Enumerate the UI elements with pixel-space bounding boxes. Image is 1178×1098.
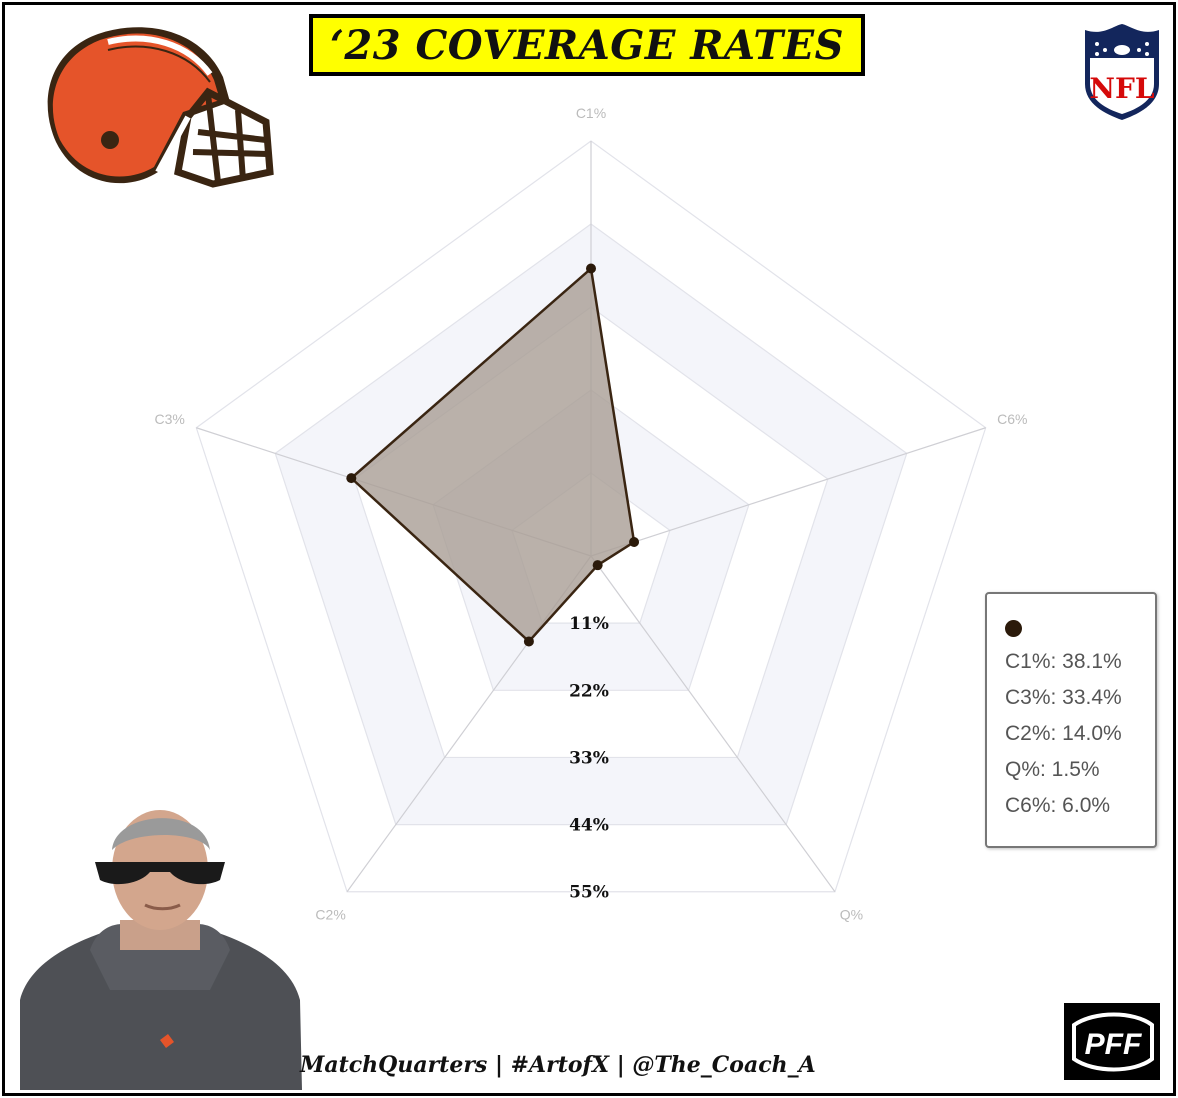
ring-label-2: 22% <box>569 681 609 701</box>
grid-ring-5 <box>195 140 987 893</box>
footer-credit: MatchQuarters | #ArtofX | @The_Coach_A <box>300 1052 816 1078</box>
ring-labels: 11% 22% 33% 44% 55% <box>569 614 609 903</box>
ring-label-3: 33% <box>569 748 609 768</box>
grid-ring-4 <box>274 223 908 826</box>
data-point-c1 <box>586 263 596 274</box>
axis-label-c1: C1% <box>576 105 606 121</box>
ring-label-5: 55% <box>569 883 609 903</box>
legend-entry-c2: C2%: 14.0% <box>1005 722 1122 745</box>
nfl-logo-text: NFL <box>1089 72 1154 105</box>
pff-logo: PFF <box>1064 1003 1160 1080</box>
legend-entry-c6: C6%: 6.0% <box>1005 794 1111 817</box>
axis-label-c3: C3% <box>155 411 185 427</box>
legend: C1%: 38.1% C3%: 33.4% C2%: 14.0% Q%: 1.5… <box>985 592 1157 848</box>
axis-labels: C1% C6% Q% C2% C3% <box>155 105 1028 922</box>
axis-spoke-c6 <box>590 427 986 557</box>
legend-entry-q: Q%: 1.5% <box>1005 758 1100 781</box>
data-point-c3 <box>346 473 357 484</box>
axis-label-q: Q% <box>840 906 863 922</box>
axis-label-c2: C2% <box>315 906 345 922</box>
browns-helmet-logo <box>47 27 274 188</box>
axis-spoke-q <box>590 555 836 893</box>
coach-photo <box>20 810 302 1090</box>
pff-logo-text: PFF <box>1085 1028 1142 1061</box>
data-point-c6 <box>629 537 640 548</box>
axis-label-c6: C6% <box>997 411 1027 427</box>
legend-entry-c3: C3%: 33.4% <box>1005 686 1122 709</box>
nfl-shield-logo: NFL <box>1085 24 1159 120</box>
title-banner: ‘23 COVERAGE RATES <box>309 14 865 76</box>
legend-marker <box>1005 620 1022 637</box>
data-point-q <box>592 560 603 571</box>
series-area <box>350 267 636 643</box>
chart-title: ‘23 COVERAGE RATES <box>329 21 845 69</box>
radar-series <box>346 263 640 647</box>
ring-label-1: 11% <box>569 614 609 634</box>
legend-entry-c1: C1%: 38.1% <box>1005 650 1122 673</box>
pff-logo-mark: PFF <box>1072 1012 1154 1072</box>
data-point-c2 <box>523 636 534 647</box>
ring-label-4: 44% <box>569 816 609 836</box>
